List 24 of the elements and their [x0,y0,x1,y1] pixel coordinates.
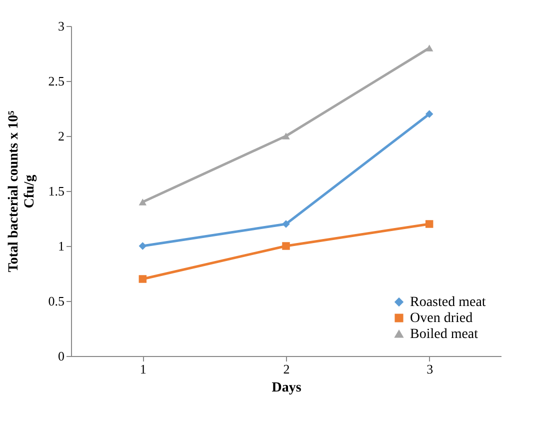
point [282,220,290,228]
y-axis-title: Total bacterial counts x 10⁵ Cfu/g [6,110,38,272]
legend-label: Boiled meat [410,327,478,342]
y-tick-label: 0.5 [48,294,64,308]
point [282,132,290,140]
point [425,44,434,52]
x-tick-label: 3 [426,362,434,376]
y-tick-label: 0 [58,348,64,364]
x-axis-title: Days [272,380,302,396]
point [138,198,147,206]
y-tick-label: 2 [58,128,64,144]
y-tick-label: 3 [58,18,64,34]
legend-label: Oven dried [410,311,473,326]
y-tick-label: 1.5 [48,184,64,198]
y-tick-label: 1 [58,238,64,254]
point [425,220,434,228]
point [425,110,434,118]
point [138,275,147,283]
y-tick-label: 2.5 [48,74,64,88]
point [138,242,147,250]
point [282,242,290,250]
x-tick-label: 1 [140,362,146,376]
x-tick-label: 2 [283,362,290,376]
legend-label: Roasted meat [410,295,486,310]
